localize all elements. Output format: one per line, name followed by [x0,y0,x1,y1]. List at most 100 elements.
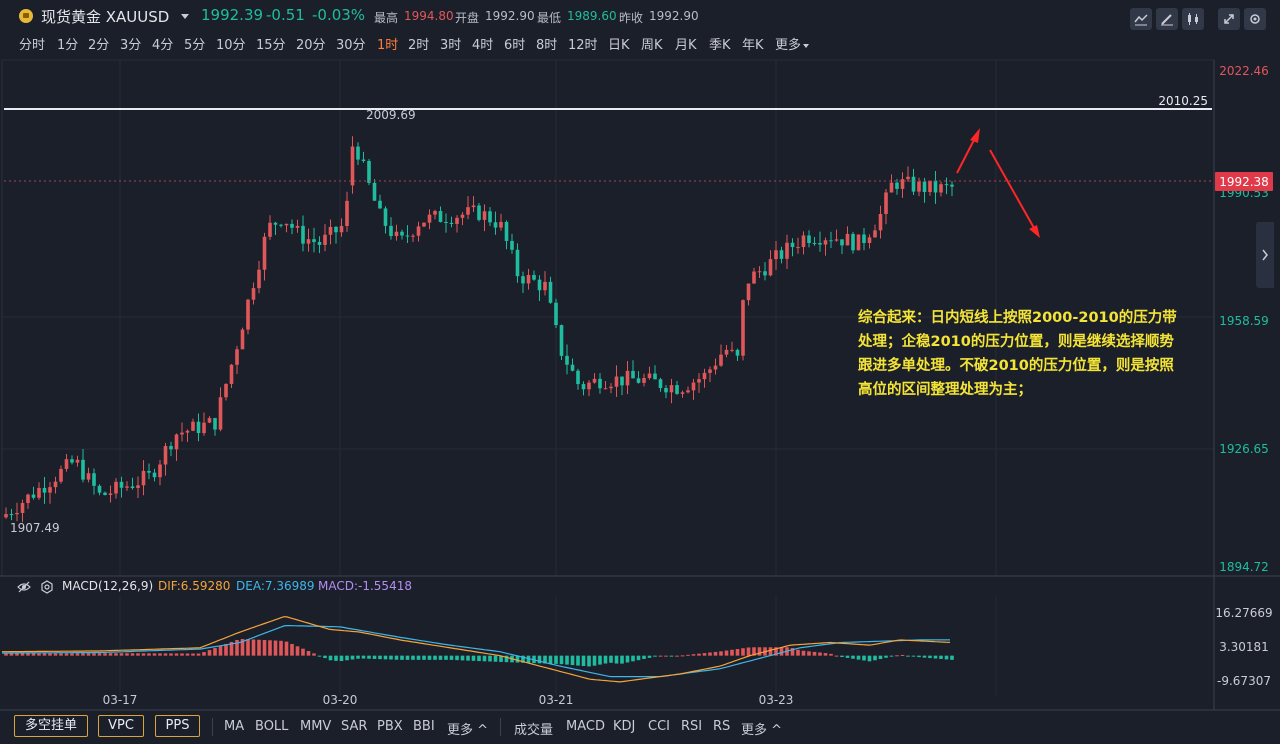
indicator-button[interactable] [1130,8,1152,30]
macd-histogram-bar [840,655,844,658]
macd-histogram-bar [576,655,580,666]
macd-histogram-bar [559,655,564,665]
indicator-pbx[interactable]: PBX [377,719,403,734]
indicator-rs[interactable]: RS [713,719,731,734]
tab-timeframe-17[interactable]: 日K [608,38,630,53]
candle-body [20,503,25,513]
indicator-bbi[interactable]: BBI [413,719,435,734]
macd-histogram-bar [565,655,569,665]
macd-histogram-bar [620,655,624,664]
tab-timeframe-6[interactable]: 10分 [216,38,246,53]
tab-timeframe-21[interactable]: 年K [742,38,764,53]
candle-body [609,386,613,389]
macd-histogram-bar [26,653,30,656]
tab-timeframe-5[interactable]: 5分 [184,38,206,53]
tab-timeframe-7[interactable]: 15分 [256,38,286,53]
tab-timeframe-19[interactable]: 月K [675,38,697,53]
candle-body [510,240,514,250]
tab-timeframe-20[interactable]: 季K [709,38,731,53]
macd-histogram-bar [779,647,784,656]
macd-histogram-bar [790,648,795,656]
candle-body [152,472,157,478]
tab-timeframe-4[interactable]: 4分 [152,38,174,53]
macd-histogram-bar [119,653,124,656]
macd-histogram-bar [691,654,696,656]
macd-histogram-bar [130,653,135,656]
macd-histogram-bar [642,655,646,660]
draw-button[interactable] [1156,8,1178,30]
tab-timeframe-12[interactable]: 3时 [440,38,462,53]
candle-body [147,470,151,473]
settings-button[interactable] [1244,8,1266,30]
tab-timeframe-8[interactable]: 20分 [296,38,326,53]
macd-histogram-bar [411,655,415,660]
sub-indicators-more[interactable]: 更多 ^ [741,719,782,738]
indicator-ma[interactable]: MA [224,719,245,734]
tab-timeframe-3[interactable]: 3分 [120,38,142,53]
vpc-button[interactable]: VPC [98,715,144,737]
chevron-up-icon: ^ [771,723,783,738]
tab-timeframe-1[interactable]: 1分 [57,38,79,53]
tab-timeframe-18[interactable]: 周K [641,38,663,53]
long-short-orders-button[interactable]: 多空挂单 [14,715,88,737]
main-indicators-more[interactable]: 更多 ^ [447,719,488,738]
candle-style-button[interactable] [1182,8,1204,30]
prev-close-label: 昨收 [619,11,644,25]
up-arrow-line [956,137,976,174]
tab-timeframe-13[interactable]: 4时 [472,38,494,53]
candle-body [796,247,800,249]
indicator-cci[interactable]: CCI [648,719,670,734]
tab-timeframe-14[interactable]: 6时 [504,38,526,53]
tab-timeframe-0[interactable]: 分时 [19,38,46,53]
candle-body [284,223,289,226]
indicator-sar[interactable]: SAR [341,719,368,734]
macd-histogram-bar [482,655,487,662]
candle-body [933,180,938,193]
candle-body [295,225,300,228]
macd-histogram-bar [147,653,151,656]
candle-body [851,233,855,251]
tab-timeframe-more[interactable]: 更多 [775,34,810,53]
macd-title: MACD(12,26,9) [62,579,154,593]
indicator-boll[interactable]: BOLL [255,719,289,734]
candle-body [466,207,470,215]
candle-body [856,234,861,251]
macd-histogram-bar [152,653,157,656]
pps-button[interactable]: PPS [155,715,200,737]
macd-histogram-bar [224,644,228,656]
candle-body [86,473,91,480]
macd-histogram-bar [603,655,608,664]
candle-body [312,239,316,243]
macd-histogram-bar [48,653,52,656]
macd-histogram-bar [812,651,817,656]
candle-body [917,181,921,192]
symbol-dropdown-icon[interactable] [181,14,189,19]
indicator-mmv[interactable]: MMV [300,719,332,734]
candle-body [81,459,85,480]
side-panel-toggle[interactable] [1256,222,1274,288]
candle-body [279,224,283,226]
indicator-rsi[interactable]: RSI [681,719,703,734]
tab-timeframe-16[interactable]: 12时 [568,38,598,53]
candle-body [763,271,767,276]
chevron-up-icon: ^ [477,723,489,738]
macd-histogram-bar [768,647,773,656]
tab-timeframe-2[interactable]: 2分 [88,38,110,53]
settings-gear-icon[interactable] [40,580,54,594]
indicator-icon [1134,14,1148,26]
symbol-name[interactable]: 现货黄金 XAUUSD [41,8,170,26]
macd-histogram-bar [400,655,404,660]
tab-timeframe-15[interactable]: 8时 [536,38,558,53]
indicator-volume[interactable]: 成交量 [514,723,554,738]
tab-timeframe-11[interactable]: 2时 [408,38,430,53]
tab-timeframe-9[interactable]: 30分 [336,38,366,53]
indicator-kdj[interactable]: KDJ [613,719,636,734]
indicator-macd[interactable]: MACD [566,719,605,734]
fullscreen-button[interactable] [1218,8,1240,30]
candle-body [334,226,338,233]
eye-off-icon[interactable] [17,580,31,594]
tab-timeframe-10[interactable]: 1时 [377,38,399,53]
macd-histogram-bar [675,655,679,657]
macd-histogram-bar [290,643,294,656]
